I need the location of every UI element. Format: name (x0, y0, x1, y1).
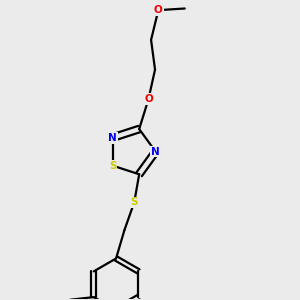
Text: N: N (108, 133, 117, 143)
Text: O: O (144, 94, 153, 104)
Text: S: S (109, 160, 116, 171)
Text: N: N (151, 147, 160, 157)
Text: O: O (154, 5, 163, 15)
Text: S: S (130, 197, 138, 207)
